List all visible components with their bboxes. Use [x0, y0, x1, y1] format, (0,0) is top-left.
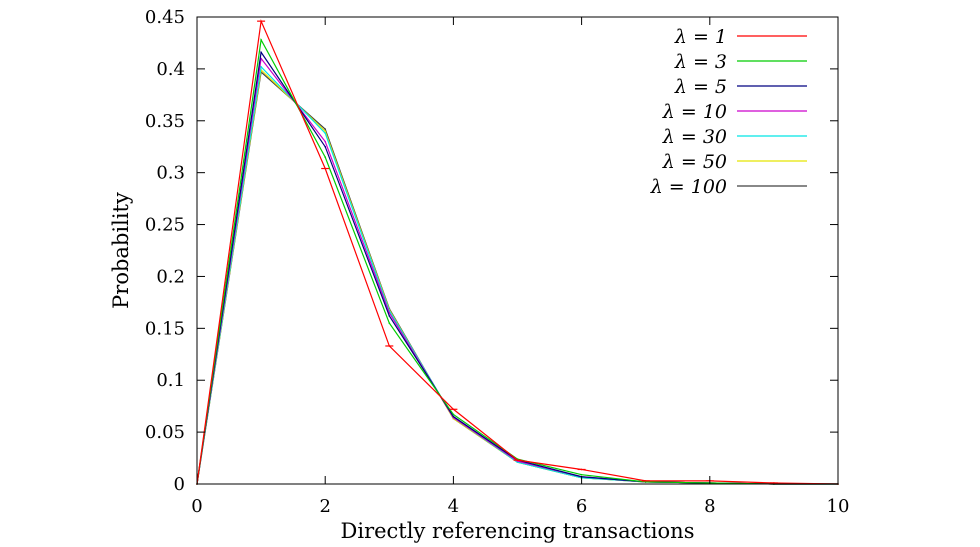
- y-tick-label: 0.3: [156, 163, 185, 184]
- data-point: [452, 413, 455, 416]
- data-point: [388, 322, 391, 324]
- x-tick-label: 6: [576, 496, 587, 517]
- series-line: [196, 50, 838, 485]
- y-tick-label: 0.15: [145, 318, 185, 339]
- x-tick-label: 2: [319, 496, 330, 517]
- series-line: [196, 57, 838, 485]
- series-line: [196, 37, 838, 485]
- data-point: [324, 128, 327, 130]
- series-line: [196, 65, 838, 485]
- y-tick-label: 0.25: [145, 215, 185, 236]
- x-tick-label: 4: [448, 496, 459, 517]
- y-tick-label: 0.2: [156, 266, 185, 287]
- y-tick-label: 0.1: [156, 370, 185, 391]
- y-axis-title: Probability: [109, 192, 133, 309]
- series-line: [196, 70, 838, 485]
- x-tick-label: 10: [827, 496, 850, 517]
- y-tick-label: 0.05: [145, 422, 185, 443]
- legend-label: λ = 30: [662, 126, 727, 148]
- x-tick-label: 8: [704, 496, 715, 517]
- legend-label: λ = 100: [650, 176, 727, 198]
- data-point: [324, 145, 327, 148]
- x-axis-title: Directly referencing transactions: [341, 519, 695, 543]
- data-point: [324, 140, 327, 143]
- legend-label: λ = 10: [662, 101, 727, 123]
- data-point: [388, 315, 391, 317]
- data-point: [260, 66, 262, 68]
- y-tick-label: 0.35: [145, 111, 185, 132]
- axis-ticks: [196, 16, 839, 485]
- data-point: [260, 51, 262, 54]
- series-line: [196, 18, 839, 485]
- data-point: [324, 132, 327, 135]
- data-point: [324, 130, 327, 132]
- data-point: [580, 473, 583, 476]
- data-point: [260, 39, 262, 41]
- legend: λ = 1 λ = 3 λ = 5 λ = 10 λ = 30 λ = 50 λ = 100: [650, 26, 807, 198]
- series-line: [196, 68, 838, 485]
- plot-frame: [196, 16, 839, 485]
- data-point: [324, 156, 327, 158]
- series-lines: [196, 18, 839, 485]
- y-tick-label: 0: [174, 474, 185, 495]
- legend-label: λ = 1: [674, 26, 727, 48]
- axis-tick-labels: 0 2 4 6 8 10 0 0.05 0.1 0.15 0.2 0.25 0.3 0.35 0.4 0.45: [145, 7, 850, 517]
- y-tick-label: 0.4: [156, 59, 185, 80]
- x-tick-label: 0: [191, 496, 202, 517]
- data-point: [452, 415, 455, 418]
- legend-label: λ = 5: [674, 76, 727, 98]
- legend-label: λ = 50: [662, 151, 727, 173]
- legend-label: λ = 3: [674, 51, 727, 73]
- y-tick-label: 0.45: [145, 7, 185, 28]
